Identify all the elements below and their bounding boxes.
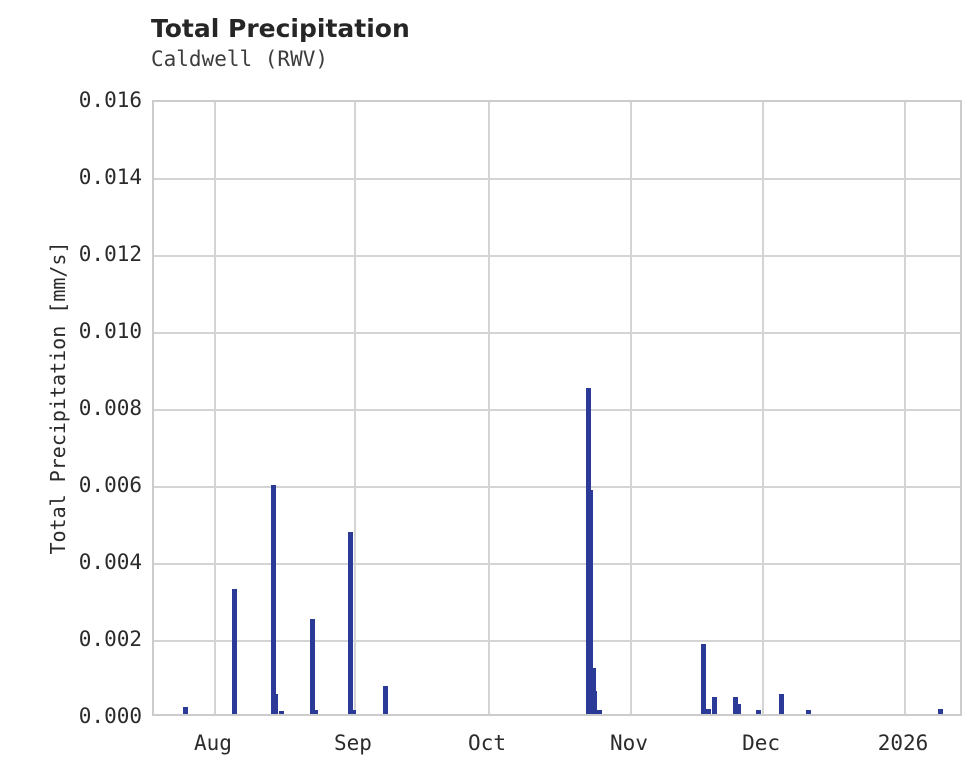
bar [806,710,811,714]
y-tick-label: 0.016 [78,88,142,112]
gridline-vertical [213,102,216,714]
bar [351,710,356,714]
bar [756,710,761,714]
bar [779,693,784,714]
gridline-vertical [630,102,632,714]
y-tick-label: 0.012 [78,242,142,266]
page-title: Total Precipitation [151,14,410,43]
bar [592,690,597,714]
x-tick-label: Dec [742,731,780,755]
gridline-horizontal [154,563,960,565]
bar [733,697,738,714]
gridline-horizontal [154,255,960,257]
y-tick-label: 0.014 [78,165,142,189]
gridline-vertical [904,102,907,714]
x-tick-label: Nov [610,731,648,755]
bar [183,707,188,714]
gridline-vertical [762,102,765,714]
x-tick-label: Aug [194,731,232,755]
bar [383,685,388,714]
bar [597,710,602,714]
x-tick-label: 2026 [877,731,929,755]
bar [310,618,315,714]
bar [271,484,276,714]
gridline-horizontal [154,640,960,642]
gridline-vertical [353,102,356,714]
gridline-horizontal [154,409,960,411]
bar [313,710,318,714]
y-tick-label: 0.006 [78,473,142,497]
plot-area [152,100,962,716]
y-tick-label: 0.010 [78,319,142,343]
bar [712,697,717,714]
bar [348,532,353,714]
x-tick-label: Sep [333,731,372,755]
title-block: Total Precipitation Caldwell (RWV) [151,14,851,73]
y-tick-label: 0.008 [78,396,142,420]
chart-subtitle: Caldwell (RWV) [151,47,329,71]
bar [706,708,711,714]
bar [588,489,593,714]
gridline-horizontal [154,332,960,334]
y-tick-label: 0.004 [78,550,142,574]
gridline-vertical [488,102,491,714]
x-tick-label: Oct [468,731,506,755]
y-tick-label: 0.000 [78,704,142,728]
gridline-horizontal [154,178,960,180]
bar [279,710,284,714]
bar [232,588,237,714]
gridline-horizontal [154,486,960,488]
bar [938,708,943,714]
y-tick-label: 0.002 [78,627,142,651]
bar [273,693,278,714]
bar [736,704,741,714]
bar [701,643,706,714]
